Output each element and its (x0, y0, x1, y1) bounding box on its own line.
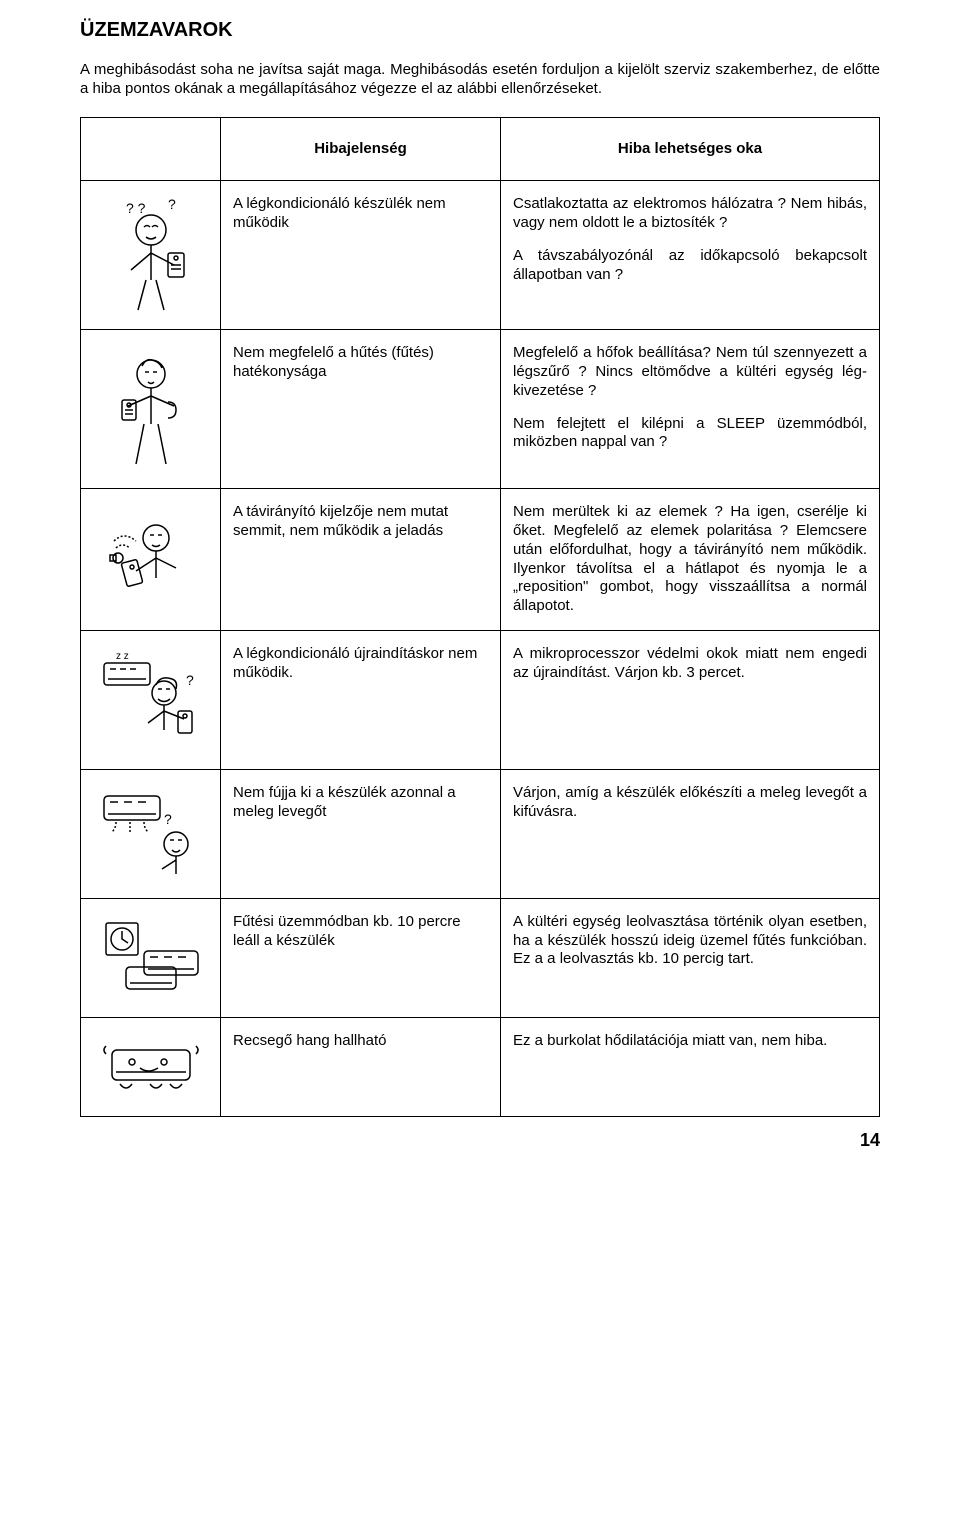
cause-text: Várjon, amíg a készülék előkészíti a mel… (513, 784, 867, 822)
row-illustration (81, 1017, 221, 1116)
symptom-cell: A távirányító kijelzője nem mutat semmit… (221, 489, 501, 631)
cause-cell: Ez a burkolat hődilatációja miatt van, n… (501, 1017, 880, 1116)
symptom-cell: A légkondicionáló újraindításkor nem műk… (221, 630, 501, 769)
page-number: 14 (80, 1129, 880, 1152)
cause-cell: Csatlakoztatta az elektromos hálózatra ?… (501, 181, 880, 330)
cause-cell: A mikroprocesszor védelmi okok miatt nem… (501, 630, 880, 769)
row-illustration (81, 489, 221, 631)
troubleshooting-table: Hibajelenség Hiba lehetséges oka ? ? ? (80, 117, 880, 1117)
symptom-text: A légkondicionáló újraindításkor nem műk… (233, 645, 488, 683)
symptom-text: Fűtési üzemmódban kb. 10 percre leáll a … (233, 913, 488, 951)
row-illustration (81, 330, 221, 489)
symptom-text: Recsegő hang hallható (233, 1032, 488, 1051)
row-illustration: ? ? ? (81, 181, 221, 330)
table-row: Recsegő hang hallható Ez a burkolat hődi… (81, 1017, 880, 1116)
svg-text:?: ? (186, 672, 194, 688)
table-row: A távirányító kijelzője nem mutat semmit… (81, 489, 880, 631)
table-row: Nem megfelelő a hűtés (fűtés) hatékonysá… (81, 330, 880, 489)
table-row: z z ? A légkondicionáló újraindításkor n… (81, 630, 880, 769)
cause-cell: Megfelelő a hőfok beállítása? Nem túl sz… (501, 330, 880, 489)
row-illustration (81, 898, 221, 1017)
symptom-text: A légkondicionáló készülék nem működik (233, 195, 488, 233)
row-illustration: z z ? (81, 630, 221, 769)
svg-text:? ?: ? ? (126, 200, 146, 216)
header-symptom: Hibajelenség (221, 117, 501, 181)
page-title: ÜZEMZAVAROK (80, 18, 880, 43)
intro-text: A meghibásodást soha ne javítsa saját ma… (80, 61, 880, 99)
header-cause: Hiba lehetséges oka (501, 117, 880, 181)
symptom-cell: Fűtési üzemmódban kb. 10 percre leáll a … (221, 898, 501, 1017)
symptom-cell: Nem fújja ki a készülék azonnal a meleg … (221, 769, 501, 898)
symptom-text: Nem megfelelő a hűtés (fűtés) hatékonysá… (233, 344, 488, 382)
table-row: Fűtési üzemmódban kb. 10 percre leáll a … (81, 898, 880, 1017)
row-illustration: ? (81, 769, 221, 898)
cause-text: Nem merültek ki az elemek ? Ha igen, cse… (513, 503, 867, 616)
symptom-cell: Nem megfelelő a hűtés (fűtés) hatékonysá… (221, 330, 501, 489)
cause-text: A távszabályozónál az időkapcsoló bekapc… (513, 247, 867, 285)
cause-cell: Nem merültek ki az elemek ? Ha igen, cse… (501, 489, 880, 631)
symptom-text: A távirányító kijelzője nem mutat semmit… (233, 503, 488, 541)
cause-text: Nem felejtett el kilépni a SLEEP üzemmód… (513, 415, 867, 453)
symptom-cell: Recsegő hang hallható (221, 1017, 501, 1116)
svg-text:?: ? (168, 196, 176, 212)
cause-cell: Várjon, amíg a készülék előkészíti a mel… (501, 769, 880, 898)
svg-text:?: ? (164, 811, 172, 827)
cause-text: Megfelelő a hőfok beállítása? Nem túl sz… (513, 344, 867, 400)
table-row: ? ? ? A légkondicionáló készülék nem műk… (81, 181, 880, 330)
table-row: ? Nem fújja ki a készülék azonnal a mele… (81, 769, 880, 898)
symptom-text: Nem fújja ki a készülék azonnal a meleg … (233, 784, 488, 822)
svg-text:z z: z z (116, 651, 129, 662)
cause-text: Csatlakoztatta az elektromos hálózatra ?… (513, 195, 867, 233)
symptom-cell: A légkondicionáló készülék nem működik (221, 181, 501, 330)
cause-text: A kültéri egység leolvasztása történik o… (513, 913, 867, 969)
table-header-row: Hibajelenség Hiba lehetséges oka (81, 117, 880, 181)
cause-text: A mikroprocesszor védelmi okok miatt nem… (513, 645, 867, 683)
cause-text: Ez a burkolat hődilatációja miatt van, n… (513, 1032, 867, 1051)
cause-cell: A kültéri egység leolvasztása történik o… (501, 898, 880, 1017)
